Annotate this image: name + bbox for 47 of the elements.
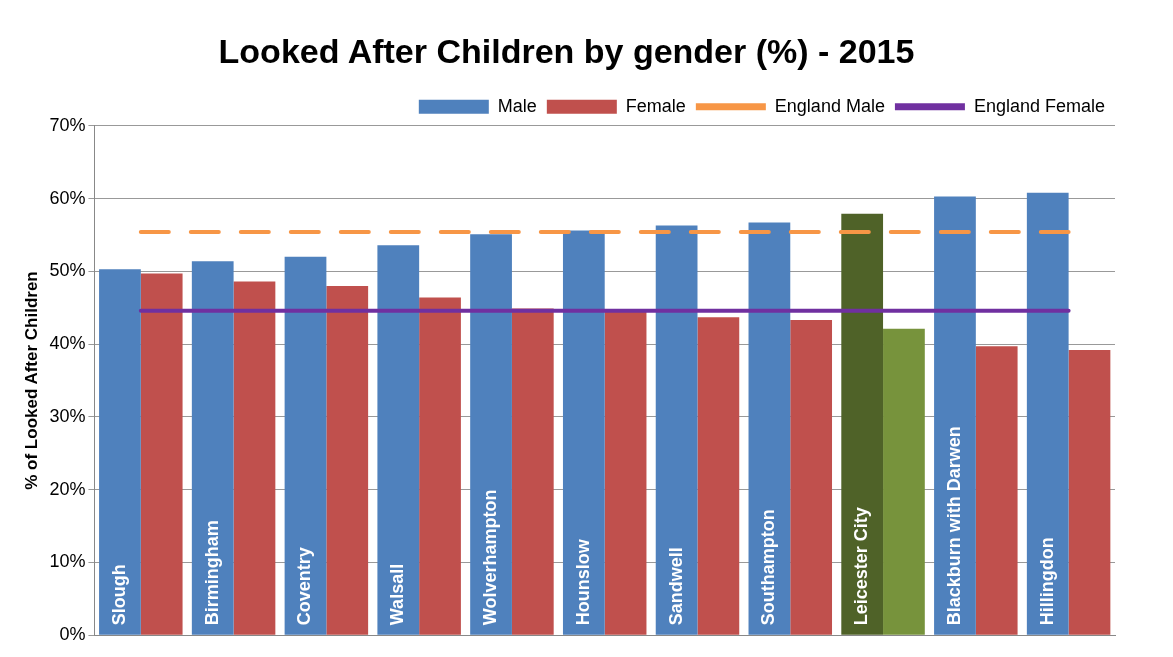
bar [697, 317, 740, 635]
y-tick-label: 20% [49, 478, 86, 499]
bar [975, 346, 1018, 635]
x-tick-label: Sandwell [665, 547, 686, 626]
x-tick-label: Birmingham [201, 520, 222, 626]
bar [562, 230, 605, 635]
y-axis-title: % of Looked After Children [21, 271, 41, 490]
bar [99, 269, 141, 635]
x-tick-label: Blackburn with Darwen [943, 426, 964, 626]
y-tick-label: 10% [49, 551, 86, 572]
bar [748, 222, 791, 635]
chart-title: Looked After Children by gender (%) - 2015 [218, 31, 915, 70]
x-tick-label: Leicester City [851, 507, 872, 626]
bar [604, 312, 647, 635]
bar [511, 308, 554, 635]
bar [841, 213, 884, 635]
bar [140, 273, 183, 635]
y-tick-label: 70% [49, 114, 86, 135]
bar [790, 320, 833, 635]
bar [934, 196, 976, 635]
bar [1026, 192, 1069, 635]
bar [470, 234, 512, 635]
bar [233, 281, 276, 635]
x-tick-label: Wolverhampton [480, 489, 501, 626]
legend-label: Female [625, 95, 686, 116]
y-tick-label: 40% [49, 333, 86, 354]
x-tick-label: Coventry [294, 547, 315, 626]
legend-label: Male [497, 95, 537, 116]
x-tick-label: Hillingdon [1036, 537, 1057, 626]
x-tick-label: Walsall [387, 563, 408, 626]
y-tick-label: 0% [59, 624, 86, 645]
bar [191, 261, 234, 635]
x-tick-label: Hounslow [572, 538, 593, 626]
y-tick-label: 50% [49, 260, 86, 281]
bar [326, 285, 369, 635]
legend-label: England Female [973, 95, 1106, 116]
bar [1068, 349, 1111, 635]
bar [284, 256, 327, 635]
y-tick-label: 30% [49, 405, 86, 426]
x-tick-label: Southampton [758, 509, 779, 626]
bar [655, 225, 698, 635]
bar [419, 297, 461, 635]
y-tick-label: 60% [49, 187, 86, 208]
bar [883, 328, 925, 635]
legend-label: England Male [774, 95, 885, 116]
bar [377, 245, 420, 635]
x-tick-label: Slough [108, 564, 129, 626]
